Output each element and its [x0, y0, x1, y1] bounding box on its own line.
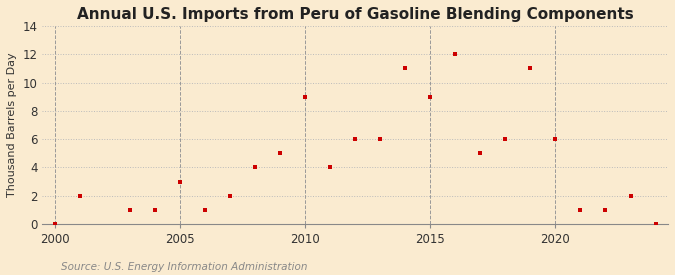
Point: [175, 179, 186, 184]
Point: [150, 208, 161, 212]
Point: [49, 222, 60, 226]
Point: [325, 165, 335, 170]
Point: [575, 208, 586, 212]
Point: [500, 137, 511, 141]
Point: [525, 66, 536, 71]
Point: [600, 208, 611, 212]
Point: [425, 94, 435, 99]
Point: [300, 94, 310, 99]
Point: [400, 66, 410, 71]
Point: [250, 165, 261, 170]
Text: Source: U.S. Energy Information Administration: Source: U.S. Energy Information Administ…: [61, 262, 307, 272]
Point: [650, 222, 661, 226]
Point: [475, 151, 486, 155]
Title: Annual U.S. Imports from Peru of Gasoline Blending Components: Annual U.S. Imports from Peru of Gasolin…: [77, 7, 634, 22]
Point: [200, 208, 211, 212]
Point: [625, 194, 636, 198]
Point: [74, 194, 85, 198]
Point: [350, 137, 360, 141]
Y-axis label: Thousand Barrels per Day: Thousand Barrels per Day: [7, 53, 17, 197]
Point: [450, 52, 461, 56]
Point: [125, 208, 136, 212]
Point: [550, 137, 561, 141]
Point: [375, 137, 385, 141]
Point: [225, 194, 236, 198]
Point: [275, 151, 286, 155]
